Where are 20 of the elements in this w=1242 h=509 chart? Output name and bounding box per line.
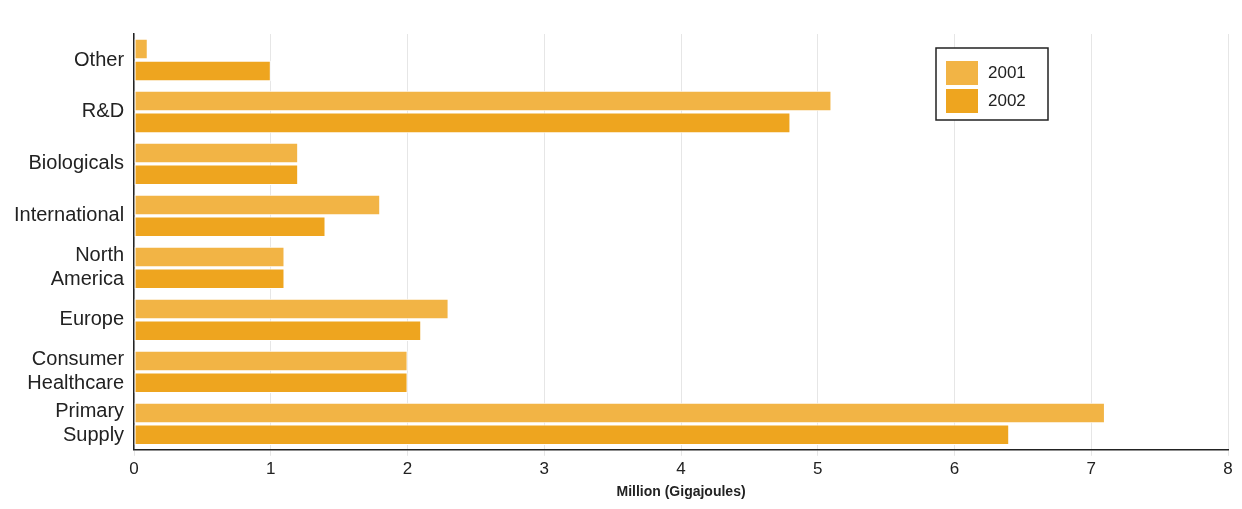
x-axis-title: Million (Gigajoules) xyxy=(616,483,746,500)
x-tick-label: 6 xyxy=(949,458,960,478)
y-tick-label: Consumer Healthcare xyxy=(27,347,125,394)
x-tick-label: 2 xyxy=(402,458,413,478)
x-tick-label: 7 xyxy=(1086,458,1096,478)
x-tick-label: 3 xyxy=(539,458,550,478)
y-tick-label: International xyxy=(14,203,125,226)
x-tick-label: 1 xyxy=(266,458,276,478)
y-tick-label: Europe xyxy=(59,307,125,330)
x-tick-label: 0 xyxy=(129,458,139,478)
legend-label: 2001 xyxy=(988,62,1026,82)
y-tick-label: Biologicals xyxy=(28,151,125,174)
x-tick-label: 8 xyxy=(1223,458,1233,478)
legend-label: 2002 xyxy=(988,90,1026,110)
y-tick-label: Primary Supply xyxy=(55,399,125,446)
x-tick-label: 4 xyxy=(676,458,686,478)
x-tick-label: 5 xyxy=(813,458,823,478)
y-tick-label: Other xyxy=(74,47,125,70)
y-tick-label: North America xyxy=(50,243,125,290)
y-tick-label: R&D xyxy=(81,99,125,122)
